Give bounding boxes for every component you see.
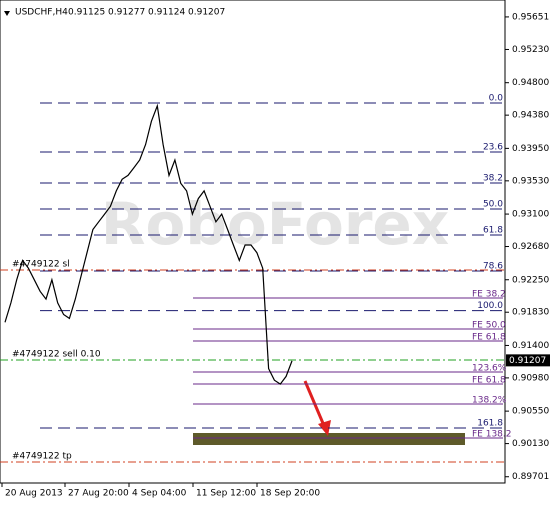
x-tick-label: 20 Aug 2013 bbox=[5, 489, 63, 499]
fib-label: 61.8 bbox=[483, 226, 503, 236]
fib-label: 50.0 bbox=[483, 199, 503, 209]
current-price-label: 0.91207 bbox=[509, 356, 546, 366]
fib-label: 38.2 bbox=[483, 173, 503, 183]
y-tick-label: 0.92250 bbox=[512, 275, 549, 285]
quote: 0.91125 bbox=[68, 8, 105, 18]
fib-label: 78.6 bbox=[483, 262, 503, 272]
y-tick-label: 0.91400 bbox=[512, 341, 549, 351]
arrow-head bbox=[318, 420, 331, 436]
x-tick-label: 11 Sep 12:00 bbox=[196, 489, 256, 499]
fe-label: FE 50.0 bbox=[472, 320, 506, 330]
target-zone bbox=[193, 433, 465, 445]
fe-label: 123.6% bbox=[472, 364, 507, 374]
order-label: #4749122 sl bbox=[12, 260, 70, 270]
x-tick-label: 18 Sep 20:00 bbox=[260, 489, 320, 499]
fib-label: 100.0 bbox=[477, 301, 503, 311]
fe-label: 138.2% bbox=[472, 396, 507, 406]
y-tick-label: 0.92680 bbox=[512, 242, 549, 252]
order-label: #4749122 tp bbox=[12, 451, 72, 461]
y-tick-label: 0.89701 bbox=[512, 472, 549, 482]
y-tick-label: 0.94800 bbox=[512, 78, 549, 88]
quote: 0.91277 bbox=[108, 8, 145, 18]
fib-label: 23.6 bbox=[483, 143, 503, 153]
dropdown-icon[interactable] bbox=[4, 11, 10, 16]
y-tick-label: 0.95230 bbox=[512, 45, 549, 55]
x-tick-label: 27 Aug 20:00 bbox=[68, 489, 129, 499]
fe-label: FE 38.2 bbox=[472, 289, 506, 299]
y-tick-label: 0.93950 bbox=[512, 144, 549, 154]
y-tick-label: 0.94380 bbox=[512, 111, 549, 121]
watermark: RoboForex bbox=[101, 190, 449, 258]
current-price-box bbox=[506, 354, 550, 367]
y-tick-label: 0.90130 bbox=[512, 439, 549, 449]
fe-label: FE 61.8 bbox=[472, 333, 506, 343]
symbol: USDCHF,H4 bbox=[15, 8, 68, 18]
fib-label: 0.0 bbox=[489, 94, 504, 104]
order-label: #4749122 sell 0.10 bbox=[12, 349, 101, 359]
fe-label: FE 138.2 bbox=[472, 430, 512, 440]
y-tick-label: 0.93530 bbox=[512, 176, 549, 186]
fe-label: FE 61.8 bbox=[472, 376, 506, 386]
quote: 0.91207 bbox=[188, 8, 225, 18]
y-tick-label: 0.90980 bbox=[512, 373, 549, 383]
y-tick-label: 0.93100 bbox=[512, 210, 549, 220]
plot-frame bbox=[0, 0, 506, 484]
fib-label: 161.8 bbox=[477, 418, 503, 428]
quote: 0.91124 bbox=[148, 8, 185, 18]
price-line bbox=[4, 103, 293, 385]
y-tick-label: 0.95651 bbox=[512, 12, 549, 22]
y-tick-label: 0.90550 bbox=[512, 407, 549, 417]
x-tick-label: 4 Sep 04:00 bbox=[132, 489, 187, 499]
y-tick-label: 0.91830 bbox=[512, 308, 549, 318]
